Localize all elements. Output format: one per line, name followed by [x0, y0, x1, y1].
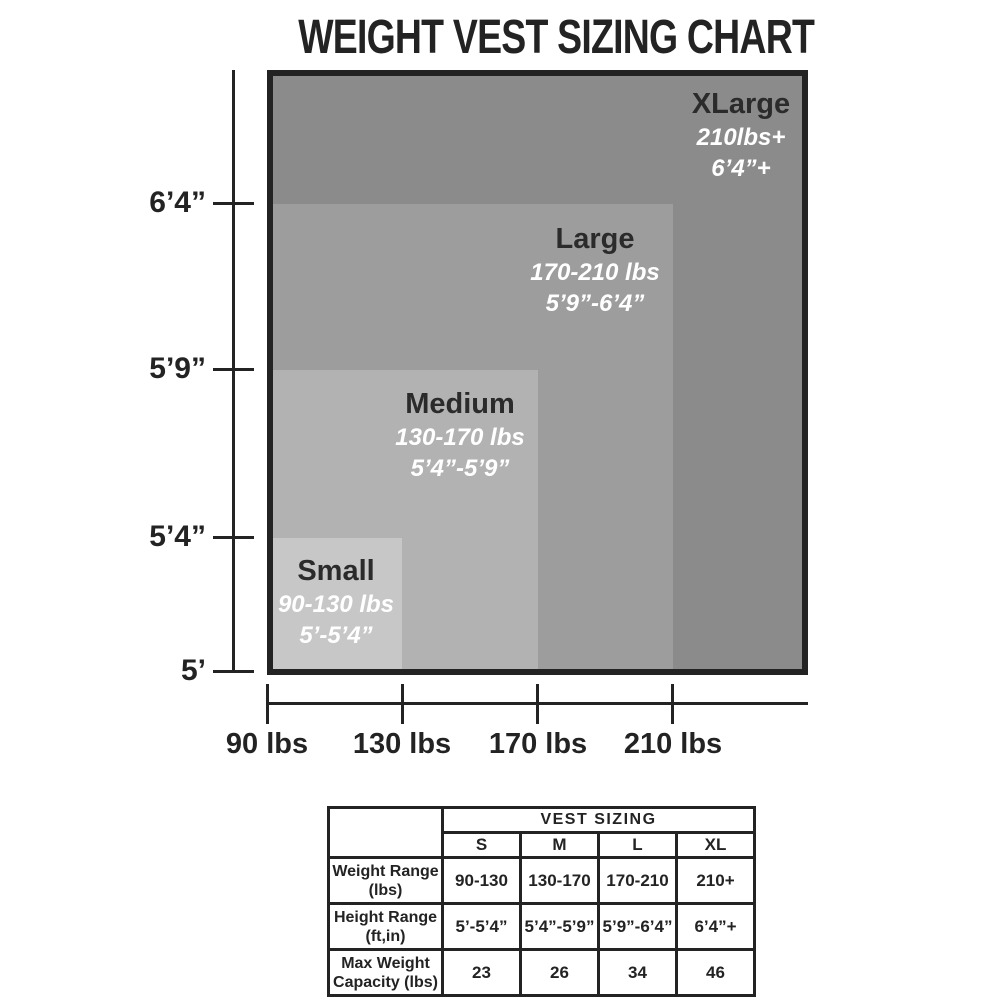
x-tick-210lbs: [671, 684, 674, 724]
height-range-l: 5’9”-6’4”: [597, 902, 678, 951]
row-label-line2: (lbs): [368, 881, 403, 899]
weight-range-row-label: Weight Range (lbs): [327, 856, 444, 905]
y-tick-label-6ft4: 6’4”: [149, 186, 206, 219]
weight-range-s: 90-130: [441, 856, 522, 905]
y-axis-line: [232, 70, 235, 673]
medium-weight-range: 130-170 lbs: [395, 424, 525, 451]
vest-sizing-table: VEST SIZING S M L XL Weight Range (lbs) …: [327, 806, 756, 997]
y-tick-label-5ft: 5’: [180, 654, 206, 687]
height-range-m: 5’4”-5’9”: [519, 902, 600, 951]
row-label-line1: Weight Range: [332, 862, 439, 880]
table-col-header-l: L: [597, 831, 678, 859]
y-tick-label-5ft4: 5’4”: [149, 520, 206, 553]
max-capacity-xl: 46: [675, 948, 756, 997]
medium-size-name: Medium: [405, 388, 515, 420]
table-row: Max Weight Capacity (lbs) 23 26 34 46: [327, 948, 756, 997]
small-size-name: Small: [297, 555, 375, 587]
max-weight-capacity-row-label: Max Weight Capacity (lbs): [327, 948, 444, 997]
table-row: Height Range (ft,in) 5’-5’4” 5’4”-5’9” 5…: [327, 902, 756, 951]
y-tick-label-5ft9: 5’9”: [149, 352, 206, 385]
table-corner-spacer: [327, 806, 444, 859]
medium-region-label: Medium 130-170 lbs 5’4”-5’9”: [390, 386, 530, 484]
x-tick-170lbs: [536, 684, 539, 724]
xlarge-size-name: XLarge: [691, 88, 791, 120]
x-tick-label-210lbs: 210 lbs: [623, 728, 723, 760]
page-title: WEIGHT VEST SIZING CHART: [298, 11, 815, 64]
x-tick-label-170lbs: 170 lbs: [488, 728, 588, 760]
row-label-line2: (ft,in): [365, 927, 406, 945]
y-tick-5ft9: [213, 368, 254, 371]
table-col-header-s: S: [441, 831, 522, 859]
weight-range-l: 170-210: [597, 856, 678, 905]
height-range-s: 5’-5’4”: [441, 902, 522, 951]
y-tick-5ft: [213, 670, 254, 673]
y-tick-6ft4: [213, 202, 254, 205]
max-capacity-m: 26: [519, 948, 600, 997]
small-height-range: 5’-5’4”: [299, 622, 373, 649]
xlarge-weight-range: 210lbs+: [696, 124, 786, 151]
xlarge-region-label: XLarge 210lbs+ 6’4”+: [671, 86, 811, 184]
large-size-name: Large: [555, 223, 635, 255]
x-tick-label-130lbs: 130 lbs: [352, 728, 452, 760]
sizing-chart-plot-area: XLarge 210lbs+ 6’4”+ Large 170-210 lbs 5…: [267, 70, 808, 675]
large-weight-range: 170-210 lbs: [530, 259, 660, 286]
small-region-label: Small 90-130 lbs 5’-5’4”: [261, 553, 411, 651]
medium-height-range: 5’4”-5’9”: [410, 455, 510, 482]
x-tick-130lbs: [401, 684, 404, 724]
x-tick-90lbs: [266, 684, 269, 724]
height-range-xl: 6’4”+: [675, 902, 756, 951]
small-weight-range: 90-130 lbs: [277, 591, 395, 618]
table-row: Weight Range (lbs) 90-130 130-170 170-21…: [327, 856, 756, 905]
max-capacity-l: 34: [597, 948, 678, 997]
weight-range-xl: 210+: [675, 856, 756, 905]
large-region-label: Large 170-210 lbs 5’9”-6’4”: [525, 221, 665, 319]
table-title: VEST SIZING: [441, 806, 756, 834]
small-size-region: [273, 538, 402, 669]
xlarge-height-range: 6’4”+: [711, 155, 771, 182]
table-col-header-xl: XL: [675, 831, 756, 859]
row-label-line1: Max Weight: [341, 954, 430, 972]
y-tick-5ft4: [213, 536, 254, 539]
table-size-header-row: S M L XL: [329, 831, 756, 859]
max-capacity-s: 23: [441, 948, 522, 997]
large-height-range: 5’9”-6’4”: [545, 290, 645, 317]
row-label-line1: Height Range: [333, 908, 438, 926]
row-label-line2: Capacity (lbs): [333, 973, 438, 991]
weight-range-m: 130-170: [519, 856, 600, 905]
table-col-header-m: M: [519, 831, 600, 859]
height-range-row-label: Height Range (ft,in): [327, 902, 444, 951]
x-tick-label-90lbs: 90 lbs: [225, 728, 309, 760]
